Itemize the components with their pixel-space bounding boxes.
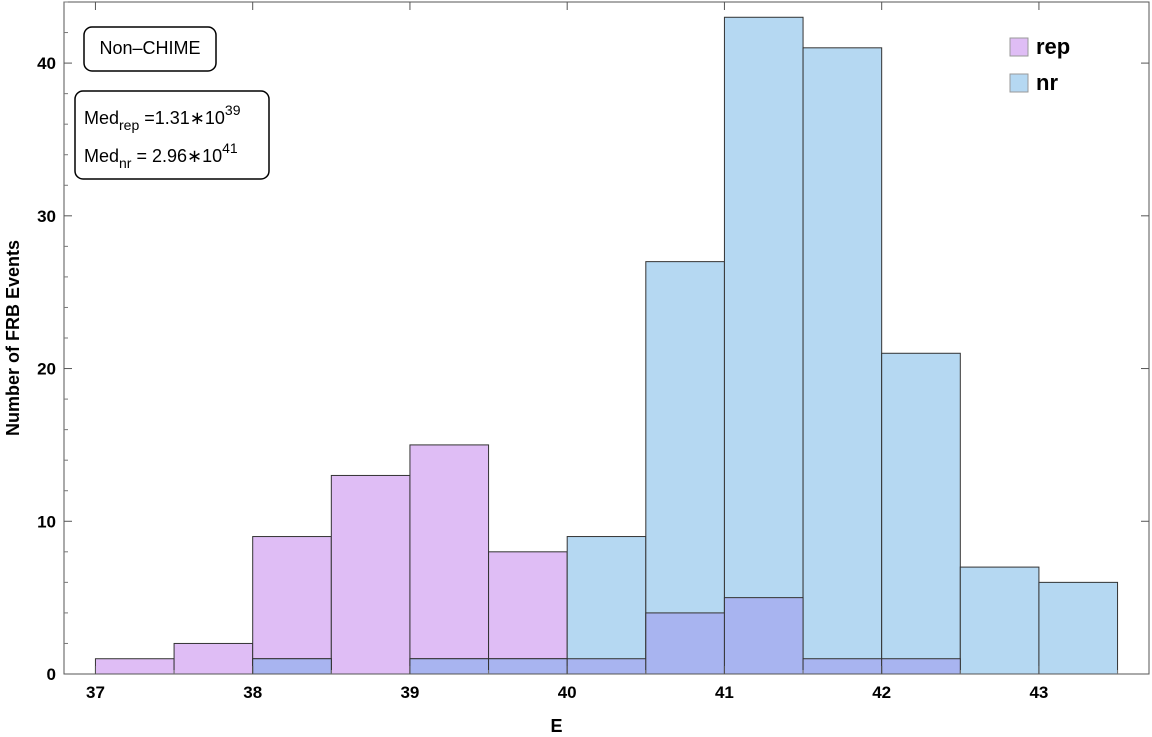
- bar-overlap-0: [252, 658, 332, 675]
- x-tick-label-0: 37: [86, 683, 105, 702]
- x-tick-label-1: 38: [243, 683, 262, 702]
- median-box: Medrep =1.31∗1039 Mednr = 2.96∗1041: [74, 90, 270, 180]
- bars-layer: [94, 16, 1119, 675]
- median-nr-exp: 41: [222, 140, 238, 156]
- median-rep-value: =1.31∗10: [139, 108, 225, 128]
- bar-rep-3: [330, 474, 411, 675]
- legend-label-nr: nr: [1036, 70, 1058, 95]
- median-nr-value: = 2.96∗10: [131, 146, 222, 166]
- y-tick-label-2: 20: [37, 360, 56, 379]
- bar-rep-5: [488, 551, 568, 675]
- bar-overlap-7: [881, 658, 961, 675]
- median-nr-text: Mednr = 2.96∗1041: [84, 140, 238, 171]
- x-axis-title: E: [550, 716, 562, 736]
- bar-overlap-5: [723, 597, 804, 675]
- y-axis-title: Number of FRB Events: [3, 240, 23, 436]
- bar-nr-6: [802, 47, 883, 675]
- x-tick-label-3: 40: [558, 683, 577, 702]
- bar-overlap-1: [409, 658, 490, 675]
- sample-label-box: Non–CHIME: [83, 26, 217, 72]
- x-tick-label-6: 43: [1029, 683, 1048, 702]
- bar-nr-7: [881, 352, 961, 675]
- median-rep-sub: rep: [119, 117, 139, 133]
- bar-overlap-6: [802, 658, 883, 675]
- y-tick-label-0: 0: [47, 665, 56, 684]
- median-rep-prefix: Med: [84, 108, 119, 128]
- bar-nr-3: [566, 536, 647, 675]
- bar-nr-9: [1038, 581, 1119, 675]
- median-rep-exp: 39: [225, 102, 241, 118]
- legend-swatch-rep: [1009, 37, 1029, 57]
- median-nr-sub: nr: [119, 155, 132, 171]
- median-rep-text: Medrep =1.31∗1039: [84, 102, 241, 133]
- bar-rep-0: [94, 658, 175, 675]
- bar-rep-4: [409, 444, 490, 675]
- median-nr-prefix: Med: [84, 146, 119, 166]
- sample-label: Non–CHIME: [99, 38, 200, 58]
- bar-rep-1: [173, 642, 254, 675]
- bar-overlap-2: [488, 658, 568, 675]
- bar-nr-5: [723, 16, 804, 675]
- y-tick-label-1: 10: [37, 512, 56, 531]
- bar-overlap-3: [566, 658, 647, 675]
- y-tick-label-4: 40: [37, 54, 56, 73]
- legend: rep nr: [1009, 34, 1070, 95]
- y-tick-label-3: 30: [37, 207, 56, 226]
- x-tick-label-2: 39: [400, 683, 419, 702]
- bar-nr-4: [645, 261, 725, 675]
- bar-overlap-4: [645, 612, 725, 675]
- axes-layer: 37 38 39 40 41 42 43 0 10 20 30 40: [37, 1, 1149, 702]
- bar-nr-8: [959, 566, 1040, 675]
- legend-label-rep: rep: [1036, 34, 1070, 59]
- bar-rep-2: [252, 536, 332, 675]
- x-tick-label-5: 42: [872, 683, 891, 702]
- legend-swatch-nr: [1009, 73, 1029, 93]
- x-tick-label-4: 41: [715, 683, 734, 702]
